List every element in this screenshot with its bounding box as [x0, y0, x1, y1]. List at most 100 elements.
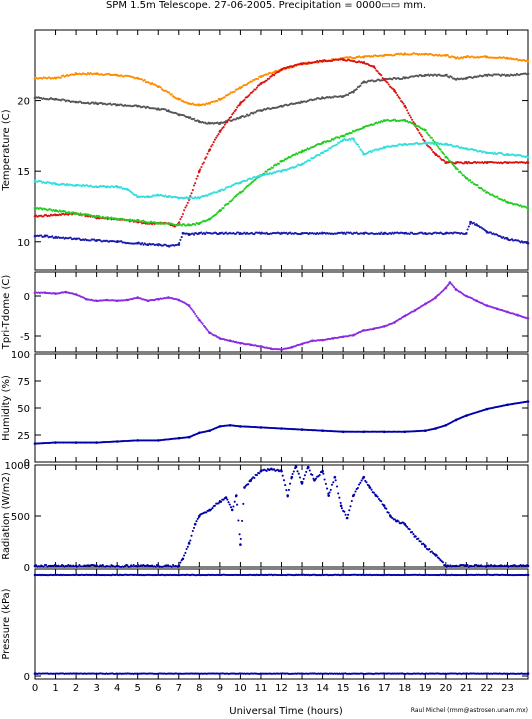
data-point	[265, 170, 268, 173]
data-point	[475, 299, 478, 303]
data-point	[341, 134, 345, 138]
data-point	[397, 96, 400, 99]
data-point	[74, 441, 78, 444]
data-point	[244, 186, 247, 189]
data-point	[284, 484, 287, 487]
data-point	[480, 150, 483, 153]
data-point	[186, 545, 189, 548]
data-point	[341, 232, 345, 235]
data-point	[434, 296, 437, 299]
data-point	[269, 168, 272, 171]
data-point	[471, 181, 474, 184]
data-point	[335, 485, 339, 488]
data-point	[460, 172, 463, 175]
data-point	[465, 176, 468, 180]
data-point	[44, 234, 47, 238]
data-point	[446, 54, 449, 57]
data-point	[271, 166, 274, 169]
data-point	[321, 429, 324, 433]
data-point	[54, 182, 57, 186]
data-point	[354, 490, 357, 493]
data-point	[387, 511, 390, 514]
data-point	[236, 106, 239, 109]
data-point	[430, 136, 433, 139]
panel-frame	[34, 271, 529, 353]
data-point	[95, 185, 98, 188]
data-point	[233, 90, 236, 93]
data-point	[95, 215, 98, 218]
y-tick-label: -5	[20, 332, 30, 343]
data-point	[141, 78, 144, 81]
data-point	[192, 311, 196, 314]
data-point	[340, 507, 343, 510]
data-point	[254, 111, 257, 114]
data-point	[202, 161, 205, 164]
data-point	[180, 215, 183, 218]
data-point	[526, 72, 530, 76]
data-point	[54, 97, 57, 101]
data-point	[206, 329, 209, 332]
data-point	[201, 162, 204, 166]
data-point	[444, 161, 448, 164]
data-point	[333, 475, 337, 479]
data-point	[230, 508, 234, 512]
data-point	[519, 204, 522, 207]
y-tick-label: 75	[17, 377, 30, 388]
data-point	[273, 74, 276, 77]
data-point	[434, 152, 437, 156]
data-point	[449, 160, 452, 163]
data-point	[416, 127, 419, 130]
data-point	[443, 159, 446, 162]
data-point	[194, 182, 197, 185]
data-point	[305, 148, 308, 152]
data-point	[259, 82, 263, 85]
data-point	[186, 201, 189, 204]
data-point	[506, 237, 509, 241]
data-point	[350, 131, 353, 134]
data-point	[294, 464, 298, 468]
data-point	[215, 213, 218, 216]
data-point	[362, 475, 366, 479]
data-point	[465, 232, 468, 235]
data-point	[198, 103, 201, 107]
data-point	[194, 312, 197, 316]
data-point	[74, 184, 78, 187]
data-point	[229, 116, 233, 119]
data-point	[526, 161, 530, 164]
data-point	[259, 75, 263, 78]
data-point	[368, 486, 372, 489]
data-point	[311, 339, 314, 343]
data-point	[441, 561, 445, 564]
data-point	[506, 200, 509, 204]
data-point	[506, 403, 509, 407]
data-point	[493, 151, 496, 154]
data-point	[428, 548, 431, 551]
data-point	[465, 564, 468, 568]
data-point	[323, 478, 326, 481]
data-point	[331, 337, 335, 340]
y-tick-label: 15	[17, 167, 30, 178]
data-point	[425, 131, 428, 134]
data-point	[280, 160, 283, 163]
y-tick-label: 10	[17, 238, 30, 249]
data-point	[406, 119, 409, 123]
data-point	[258, 472, 261, 475]
data-point	[126, 298, 129, 302]
data-point	[308, 159, 311, 162]
data-point	[526, 206, 530, 210]
data-point	[349, 505, 352, 508]
data-point	[380, 500, 383, 503]
data-point	[382, 145, 386, 149]
data-point	[274, 171, 277, 174]
data-point	[190, 534, 193, 537]
data-point	[352, 137, 355, 140]
data-point	[196, 175, 199, 178]
data-point	[298, 476, 302, 479]
data-point	[269, 467, 273, 471]
data-point	[406, 109, 409, 112]
data-point	[287, 488, 290, 491]
data-point	[95, 441, 98, 444]
data-point	[280, 169, 283, 173]
y-tick-label: 1000	[5, 461, 30, 472]
